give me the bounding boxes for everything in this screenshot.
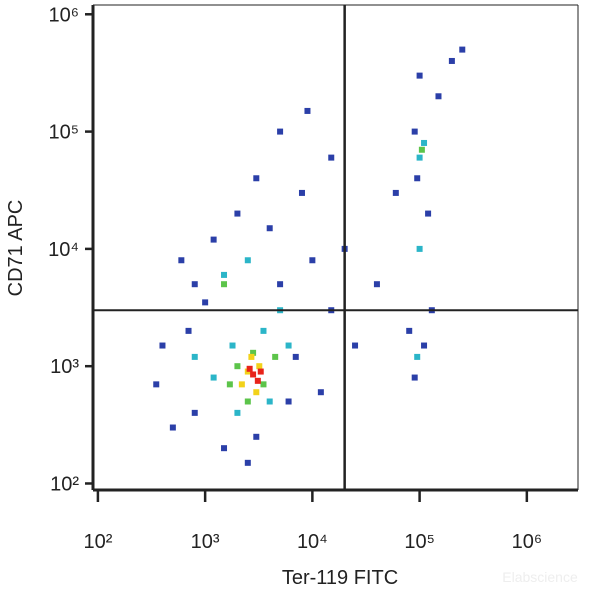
point bbox=[191, 281, 198, 288]
point bbox=[221, 445, 228, 452]
point bbox=[435, 93, 442, 100]
x-tick-label: 10⁴ bbox=[297, 531, 328, 553]
point bbox=[309, 257, 316, 264]
point bbox=[406, 327, 413, 334]
point bbox=[248, 353, 255, 360]
point bbox=[238, 381, 245, 388]
point bbox=[352, 342, 359, 349]
point bbox=[277, 128, 284, 135]
point bbox=[266, 225, 273, 232]
point bbox=[285, 398, 292, 405]
point bbox=[234, 409, 241, 416]
point bbox=[169, 424, 176, 431]
x-tick-label: 10³ bbox=[191, 531, 220, 553]
point bbox=[253, 389, 260, 396]
point bbox=[459, 46, 466, 53]
y-tick-label: 10² bbox=[50, 473, 79, 495]
point bbox=[298, 189, 305, 196]
point bbox=[411, 374, 418, 381]
point bbox=[421, 139, 428, 146]
point bbox=[448, 57, 455, 64]
point bbox=[185, 327, 192, 334]
point bbox=[254, 377, 261, 384]
y-axis-label: CD71 APC bbox=[5, 200, 27, 297]
x-tick-label: 10⁵ bbox=[404, 531, 435, 553]
point bbox=[229, 342, 236, 349]
point bbox=[421, 342, 428, 349]
point bbox=[210, 374, 217, 381]
point bbox=[159, 342, 166, 349]
point bbox=[234, 363, 241, 370]
point bbox=[392, 189, 399, 196]
point bbox=[221, 281, 228, 288]
x-tick-label: 10⁶ bbox=[512, 531, 542, 553]
point bbox=[202, 299, 209, 306]
point bbox=[191, 409, 198, 416]
point bbox=[246, 365, 253, 372]
point bbox=[234, 210, 241, 217]
point bbox=[244, 257, 251, 264]
point bbox=[226, 381, 233, 388]
point bbox=[210, 236, 217, 243]
point bbox=[414, 175, 421, 182]
point bbox=[272, 353, 279, 360]
watermark: Elabscience bbox=[502, 569, 578, 585]
y-tick-label: 10⁴ bbox=[48, 239, 79, 261]
point bbox=[257, 368, 264, 375]
point bbox=[418, 146, 425, 153]
point bbox=[425, 210, 432, 217]
point bbox=[304, 107, 311, 114]
point bbox=[221, 271, 228, 278]
y-tick-label: 10⁶ bbox=[49, 4, 79, 26]
point bbox=[191, 353, 198, 360]
point bbox=[328, 154, 335, 161]
point bbox=[253, 433, 260, 440]
point bbox=[256, 363, 263, 370]
point bbox=[414, 353, 421, 360]
point bbox=[373, 281, 380, 288]
point bbox=[266, 398, 273, 405]
point bbox=[253, 175, 260, 182]
point bbox=[244, 398, 251, 405]
point bbox=[416, 72, 423, 79]
point bbox=[244, 459, 251, 466]
point bbox=[292, 353, 299, 360]
point bbox=[250, 349, 257, 356]
point bbox=[250, 371, 257, 378]
y-tick-label: 10³ bbox=[50, 356, 79, 378]
x-axis-label: Ter-119 FITC bbox=[282, 567, 398, 589]
point bbox=[411, 128, 418, 135]
point bbox=[178, 257, 185, 264]
point bbox=[277, 281, 284, 288]
point bbox=[153, 381, 160, 388]
point bbox=[260, 327, 267, 334]
point bbox=[416, 154, 423, 161]
point bbox=[416, 245, 423, 252]
point bbox=[285, 342, 292, 349]
x-tick-label: 10² bbox=[83, 531, 112, 553]
point bbox=[317, 389, 324, 396]
point bbox=[260, 381, 267, 388]
y-tick-label: 10⁵ bbox=[48, 122, 79, 144]
